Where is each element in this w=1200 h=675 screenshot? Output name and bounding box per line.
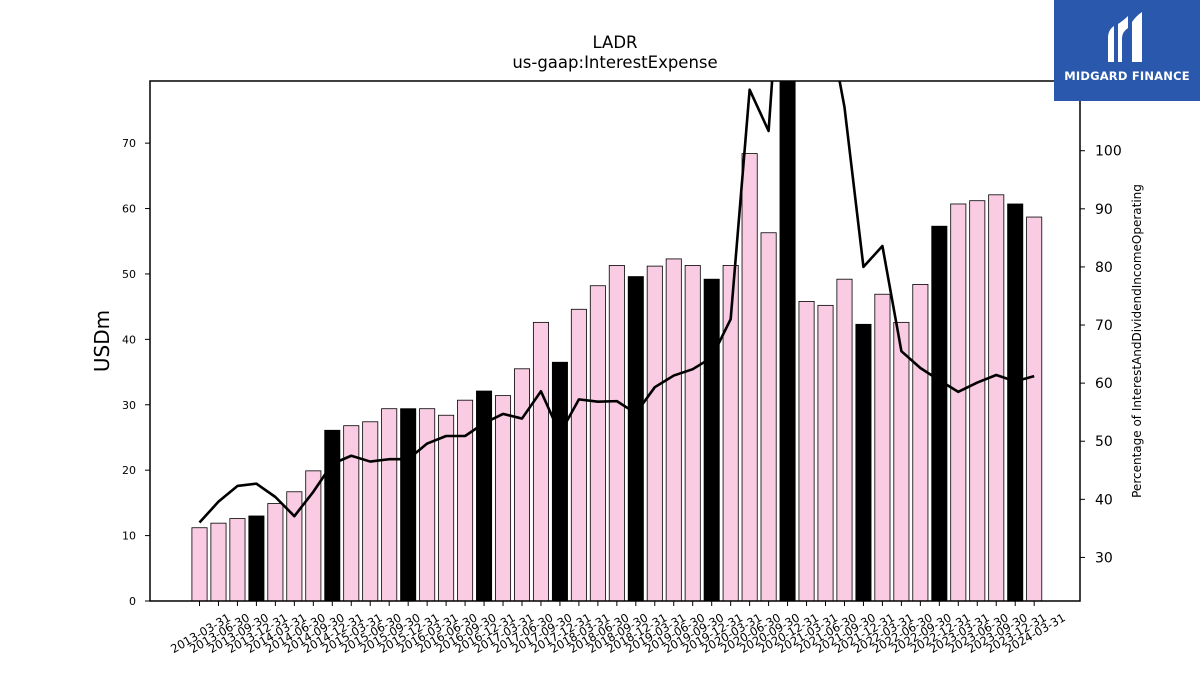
bar-2023-06-30 bbox=[969, 200, 986, 601]
y2-tick-label: 30 bbox=[1095, 550, 1113, 566]
bar-2023-03-31 bbox=[950, 203, 967, 601]
y-tick-label: 70 bbox=[122, 137, 136, 150]
bar-2015-06-30 bbox=[362, 421, 379, 601]
bar-2018-06-30 bbox=[589, 285, 606, 601]
bar-2020-03-31 bbox=[722, 265, 739, 601]
bar-2022-03-31 bbox=[874, 293, 891, 601]
y-axis-right: 30405060708090100110 bbox=[1080, 86, 1122, 566]
bar-2017-03-31 bbox=[495, 395, 512, 601]
plot-frame bbox=[149, 80, 1081, 602]
bar-2020-12-31 bbox=[779, 81, 796, 601]
bar-2013-12-31 bbox=[248, 515, 265, 601]
bar-2014-03-31 bbox=[267, 503, 284, 601]
y2-axis-label: Percentage of InterestAndDividendIncomeO… bbox=[1130, 184, 1144, 498]
bar-2018-03-31 bbox=[570, 308, 587, 601]
chart-subtitle: us-gaap:InterestExpense bbox=[512, 53, 717, 72]
bar-group bbox=[191, 81, 1043, 601]
bar-2018-12-31 bbox=[627, 276, 644, 601]
bar-2022-09-30 bbox=[912, 284, 929, 601]
bar-2015-03-31 bbox=[343, 425, 360, 601]
bar-2017-06-30 bbox=[513, 368, 530, 601]
y2-tick-label: 60 bbox=[1095, 376, 1113, 392]
y-tick-label: 10 bbox=[122, 530, 136, 543]
bar-2013-03-31 bbox=[191, 527, 208, 601]
line-series-percentage bbox=[198, 81, 1035, 524]
bar-2022-06-30 bbox=[893, 321, 910, 601]
y-tick-label: 0 bbox=[129, 595, 136, 608]
bar-2023-09-30 bbox=[988, 194, 1005, 601]
bar-2016-06-30 bbox=[438, 414, 455, 601]
bar-2016-03-31 bbox=[419, 408, 436, 601]
bar-2013-09-30 bbox=[229, 518, 246, 601]
bar-2021-03-31 bbox=[798, 301, 815, 601]
bar-2019-12-31 bbox=[703, 278, 720, 601]
bar-2020-06-30 bbox=[741, 153, 758, 601]
bar-2024-03-31 bbox=[1026, 216, 1043, 601]
y2-tick-label: 80 bbox=[1095, 260, 1113, 276]
bar-2021-12-31 bbox=[855, 323, 872, 601]
bar-2016-12-31 bbox=[476, 390, 493, 601]
y-tick-label: 50 bbox=[122, 268, 136, 281]
y2-tick-label: 40 bbox=[1095, 492, 1113, 508]
y2-tick-label: 100 bbox=[1095, 144, 1122, 160]
y-tick-label: 40 bbox=[122, 333, 136, 346]
x-axis: 2013-03-312013-06-302013-09-302013-12-31… bbox=[168, 601, 1068, 656]
y2-tick-label: 90 bbox=[1095, 202, 1113, 218]
bar-2019-09-30 bbox=[684, 265, 701, 601]
bar-2013-06-30 bbox=[210, 522, 227, 601]
bar-2018-09-30 bbox=[608, 265, 625, 601]
bar-2014-12-31 bbox=[324, 429, 341, 601]
bar-2022-12-31 bbox=[931, 225, 948, 601]
y-tick-label: 20 bbox=[122, 464, 136, 477]
line-group bbox=[198, 81, 1035, 524]
bar-2015-12-31 bbox=[400, 408, 417, 601]
chart-title: LADR bbox=[592, 33, 637, 52]
y-axis-left: 0 10 20 30 40 50 60 70 bbox=[122, 137, 150, 608]
brand-name: MIDGARD FINANCE bbox=[1064, 69, 1190, 83]
bar-2015-09-30 bbox=[381, 408, 398, 601]
y2-tick-label: 50 bbox=[1095, 434, 1113, 450]
y2-tick-label: 70 bbox=[1095, 318, 1113, 334]
bar-2017-12-31 bbox=[551, 361, 568, 601]
bar-2016-09-30 bbox=[457, 399, 474, 601]
bar-2023-12-31 bbox=[1007, 203, 1024, 601]
bar-2021-06-30 bbox=[817, 304, 834, 601]
brand-logo: MIDGARD FINANCE bbox=[1054, 0, 1200, 101]
y-axis-label: USDm bbox=[90, 310, 114, 372]
bar-2021-09-30 bbox=[836, 278, 853, 601]
y-tick-label: 30 bbox=[122, 399, 136, 412]
bar-2019-06-30 bbox=[665, 258, 682, 601]
bar-2020-09-30 bbox=[760, 232, 777, 601]
logo-mark-icon bbox=[1108, 12, 1142, 62]
bar-2017-09-30 bbox=[532, 321, 549, 601]
y-tick-label: 60 bbox=[122, 203, 136, 216]
bar-2014-09-30 bbox=[305, 470, 322, 601]
bar-2019-03-31 bbox=[646, 265, 663, 601]
